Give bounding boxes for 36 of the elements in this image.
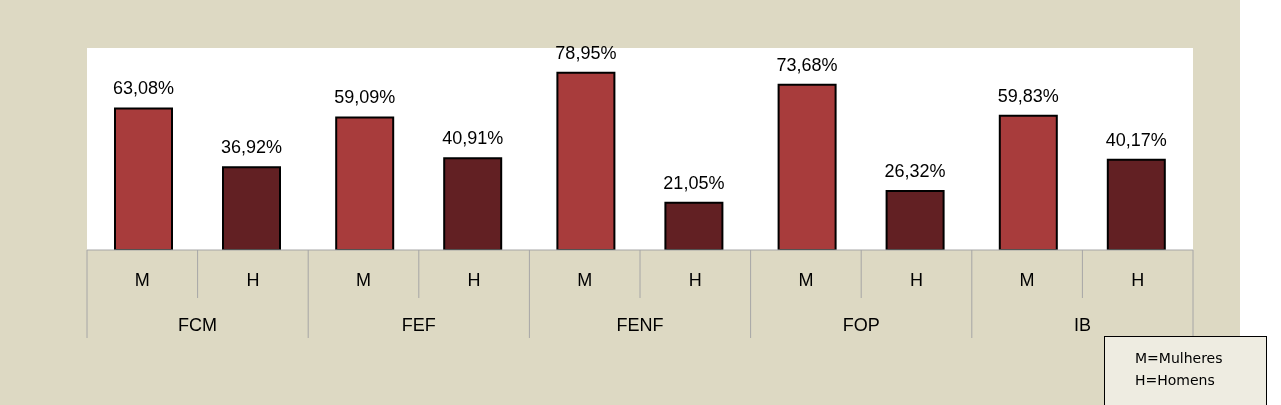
data-label: 78,95% <box>555 42 617 63</box>
data-label: 26,32% <box>884 160 946 181</box>
bar <box>443 157 503 250</box>
bar <box>885 189 945 250</box>
bar <box>222 166 281 250</box>
data-label: 21,05% <box>663 172 725 193</box>
text: M <box>1019 270 1035 290</box>
text: H <box>688 270 702 290</box>
bar <box>335 116 395 250</box>
data-label: 40,17% <box>1105 129 1167 150</box>
x-tick-label: FEF <box>401 315 436 335</box>
bar <box>1106 158 1166 250</box>
series-label: M <box>134 270 150 290</box>
text: M <box>356 270 371 290</box>
text: H <box>910 270 923 290</box>
data-label: 36,92% <box>220 137 283 158</box>
x-tick-label: FOP <box>842 315 880 335</box>
x-tick-label: IB <box>1073 315 1091 335</box>
bar <box>556 71 616 250</box>
series-label: H <box>246 270 260 290</box>
data-label: 40,91% <box>442 128 504 149</box>
bar <box>114 107 173 250</box>
text: M <box>577 270 593 290</box>
data-label: 59,83% <box>997 85 1059 106</box>
data-label: 59,09% <box>334 87 396 108</box>
text: H <box>1131 270 1145 290</box>
x-tick-label: FCM <box>178 315 218 335</box>
text: M <box>798 270 814 290</box>
legend-note-box: M=Mulheres H=Homens <box>1104 336 1267 405</box>
data-label: 73,68% <box>776 54 838 75</box>
data-label: 63,08% <box>112 78 175 99</box>
text: H <box>467 270 481 290</box>
bar <box>777 83 837 250</box>
x-tick-label: FENF <box>616 315 664 335</box>
bar <box>664 201 724 250</box>
bar <box>998 114 1058 250</box>
